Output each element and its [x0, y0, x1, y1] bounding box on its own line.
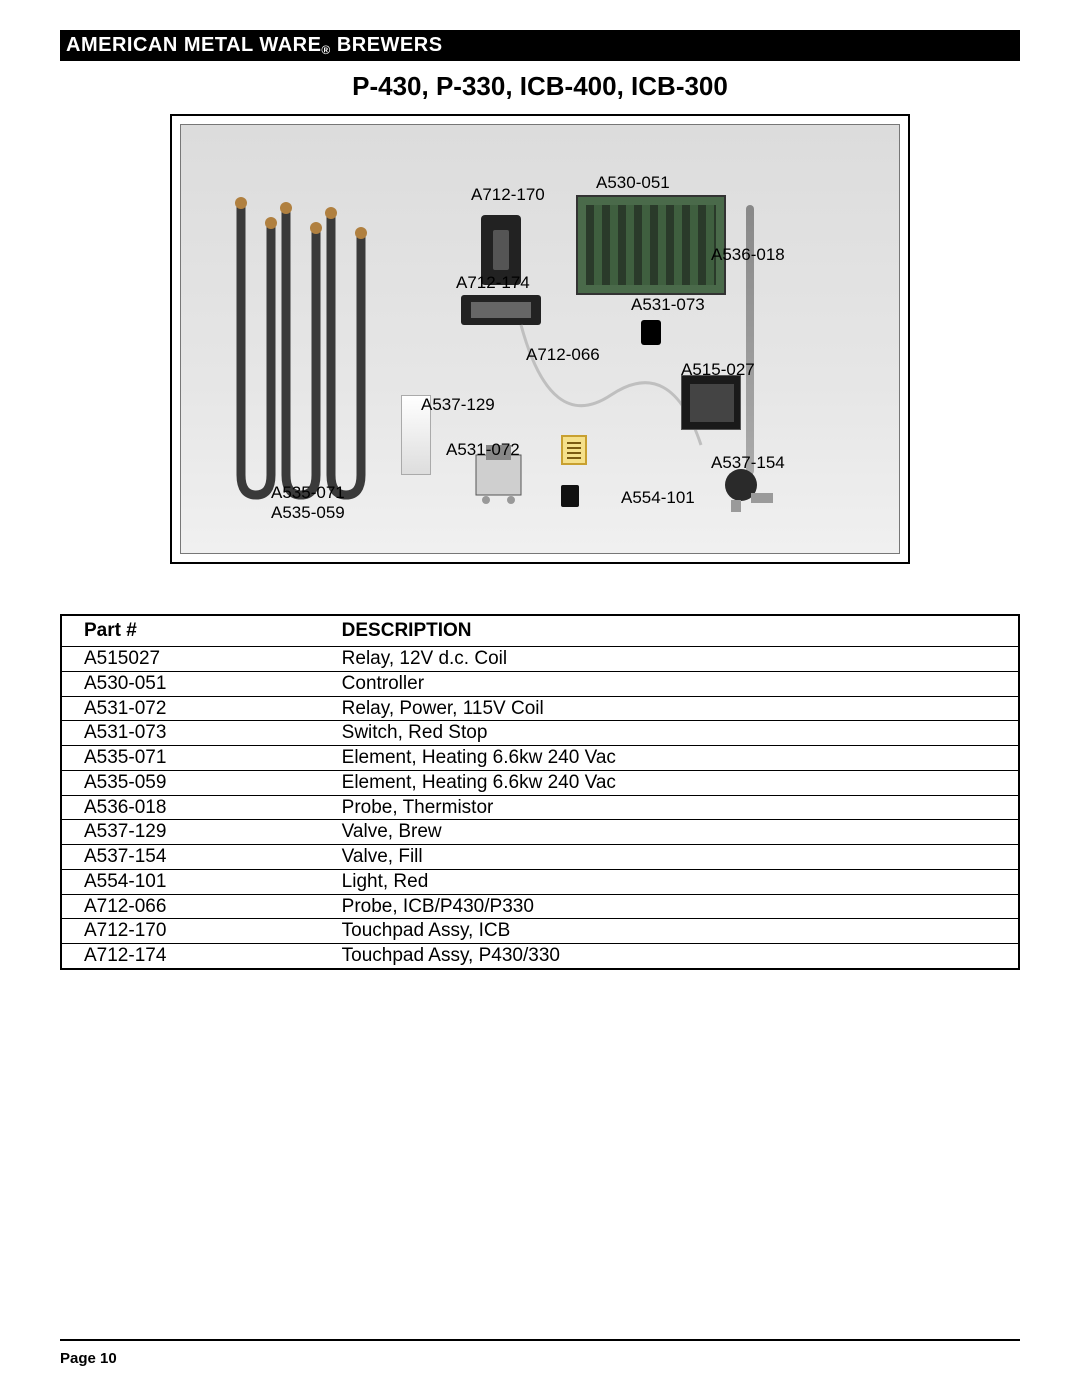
cell-description: Relay, 12V d.c. Coil [320, 647, 1019, 672]
table-row: A536-018Probe, Thermistor [61, 795, 1019, 820]
table-row: A554-101Light, Red [61, 869, 1019, 894]
diagram-label-A531-072: A531-072 [446, 440, 520, 460]
cell-part-number: A537-129 [61, 820, 320, 845]
cell-description: Controller [320, 671, 1019, 696]
cell-description: Valve, Brew [320, 820, 1019, 845]
cell-part-number: A536-018 [61, 795, 320, 820]
cell-description: Probe, Thermistor [320, 795, 1019, 820]
registered-symbol: ® [321, 43, 330, 57]
diagram-label-A535-059: A535-059 [271, 503, 345, 523]
note-icon [561, 435, 587, 465]
cell-part-number: A712-066 [61, 894, 320, 919]
diagram-label-A537-154: A537-154 [711, 453, 785, 473]
diagram-label-A515-027: A515-027 [681, 360, 755, 380]
cell-description: Probe, ICB/P430/P330 [320, 894, 1019, 919]
heating-element-icon [221, 195, 391, 505]
diagram-label-A530-051: A530-051 [596, 173, 670, 193]
parts-diagram: A712-170 A530-051 A536-018 A712-174 A531-073… [180, 124, 900, 554]
cell-part-number: A712-174 [61, 944, 320, 969]
table-row: A530-051Controller [61, 671, 1019, 696]
brand-suffix: BREWERS [331, 34, 443, 56]
col-header-part: Part # [61, 615, 320, 647]
table-row: A535-059Element, Heating 6.6kw 240 Vac [61, 770, 1019, 795]
cell-description: Light, Red [320, 869, 1019, 894]
table-row: A712-174Touchpad Assy, P430/330 [61, 944, 1019, 969]
cell-description: Relay, Power, 115V Coil [320, 696, 1019, 721]
diagram-label-A531-073: A531-073 [631, 295, 705, 315]
cell-part-number: A531-073 [61, 721, 320, 746]
cell-part-number: A712-170 [61, 919, 320, 944]
controller-board-icon [576, 195, 726, 295]
table-row: A531-073Switch, Red Stop [61, 721, 1019, 746]
cell-part-number: A554-101 [61, 869, 320, 894]
relay-12v-icon [681, 375, 741, 430]
cell-description: Element, Heating 6.6kw 240 Vac [320, 746, 1019, 771]
brand-prefix: AMERICAN METAL WARE [66, 34, 321, 56]
table-header-row: Part # DESCRIPTION [61, 615, 1019, 647]
diagram-label-A712-170: A712-170 [471, 185, 545, 205]
col-header-description: DESCRIPTION [320, 615, 1019, 647]
table-row: A535-071Element, Heating 6.6kw 240 Vac [61, 746, 1019, 771]
diagram-label-A535-071: A535-071 [271, 483, 345, 503]
table-row: A537-154Valve, Fill [61, 845, 1019, 870]
diagram-label-A554-101: A554-101 [621, 488, 695, 508]
cell-part-number: A535-071 [61, 746, 320, 771]
diagram-label-A536-018: A536-018 [711, 245, 785, 265]
table-row: A515027Relay, 12V d.c. Coil [61, 647, 1019, 672]
table-row: A712-170Touchpad Assy, ICB [61, 919, 1019, 944]
cell-description: Element, Heating 6.6kw 240 Vac [320, 770, 1019, 795]
table-row: A537-129Valve, Brew [61, 820, 1019, 845]
cell-description: Switch, Red Stop [320, 721, 1019, 746]
cell-description: Touchpad Assy, P430/330 [320, 944, 1019, 969]
cell-part-number: A537-154 [61, 845, 320, 870]
diagram-label-A712-066: A712-066 [526, 345, 600, 365]
diagram-label-A712-174: A712-174 [456, 273, 530, 293]
cell-part-number: A531-072 [61, 696, 320, 721]
cell-description: Valve, Fill [320, 845, 1019, 870]
cell-part-number: A515027 [61, 647, 320, 672]
parts-diagram-frame: A712-170 A530-051 A536-018 A712-174 A531-073… [170, 114, 910, 564]
red-light-icon [561, 485, 579, 507]
cell-description: Touchpad Assy, ICB [320, 919, 1019, 944]
parts-table: Part # DESCRIPTION A515027Relay, 12V d.c… [60, 614, 1020, 970]
page-title: P-430, P-330, ICB-400, ICB-300 [60, 71, 1020, 102]
footer-rule [60, 1339, 1020, 1341]
table-row: A531-072Relay, Power, 115V Coil [61, 696, 1019, 721]
cell-part-number: A535-059 [61, 770, 320, 795]
diagram-label-A537-129: A537-129 [421, 395, 495, 415]
brand-header-bar: AMERICAN METAL WARE® BREWERS [60, 30, 1020, 61]
table-row: A712-066Probe, ICB/P430/P330 [61, 894, 1019, 919]
cell-part-number: A530-051 [61, 671, 320, 696]
page-number: Page 10 [60, 1350, 117, 1367]
